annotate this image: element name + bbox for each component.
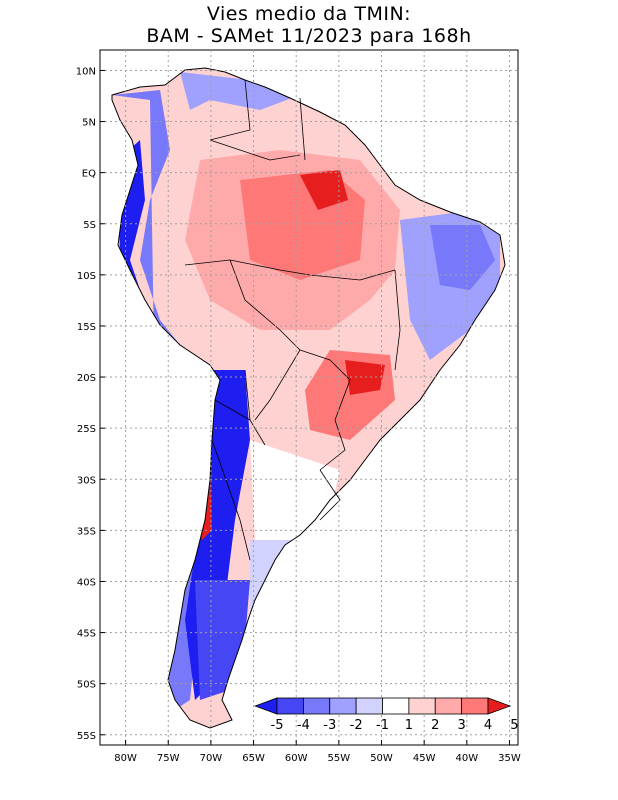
colorbar-swatch — [355, 697, 383, 715]
colorbar-label: 3 — [457, 718, 465, 733]
lat-tick-label: 20S — [77, 373, 96, 384]
colorbar-label: 4 — [484, 718, 492, 733]
lon-tick-label: 60W — [285, 753, 308, 764]
bias-region-patagonia — [195, 580, 250, 700]
colorbar-label: 5 — [510, 718, 518, 733]
lat-tick-label: 10S — [77, 271, 96, 282]
lon-tick-label: 80W — [114, 753, 137, 764]
colorbar-label: -5 — [271, 718, 284, 733]
lon-tick-label: 70W — [200, 753, 223, 764]
lon-tick-label: 35W — [498, 753, 521, 764]
lat-tick-label: 30S — [77, 475, 96, 486]
lat-tick-label: 45S — [77, 629, 96, 640]
colorbar-label: -4 — [297, 718, 310, 733]
bias-region-northeast-strong — [430, 225, 495, 290]
lat-tick-label: 5N — [82, 118, 96, 129]
colorbar-label: -2 — [350, 718, 363, 733]
lon-tick-label: 45W — [413, 753, 436, 764]
lon-tick-label: 40W — [456, 753, 479, 764]
colorbar-swatch — [434, 697, 463, 715]
lat-tick-label: 15S — [77, 322, 96, 333]
colorbar-swatch — [302, 697, 331, 715]
colorbar: -5 -4 -3 -2 -1 1 2 3 4 5 — [253, 697, 519, 733]
lat-tick-label: 35S — [77, 526, 96, 537]
colorbar-label: 1 — [405, 718, 413, 733]
longitude-labels: 80W 75W 70W 65W 60W 55W 50W 45W 40W 35W — [114, 740, 521, 764]
bias-region-north-coast — [180, 72, 300, 110]
grid-lines — [100, 50, 518, 745]
lat-tick-label: EQ — [82, 169, 96, 180]
lat-tick-label: 40S — [77, 577, 96, 588]
bias-region-andes-strong — [118, 140, 185, 380]
bias-region-amazon-core — [240, 170, 365, 280]
colorbar-swatch — [276, 697, 304, 715]
colorbar-swatch — [329, 697, 357, 715]
lon-tick-label: 55W — [328, 753, 351, 764]
lat-tick-label: 10N — [76, 66, 96, 77]
map-title-line-1: Vies medio da TMIN: — [206, 3, 412, 25]
colorbar-swatch — [487, 697, 512, 715]
country-borders — [184, 79, 401, 561]
bias-region-argentina-neutral — [250, 440, 340, 540]
lat-tick-label: 50S — [77, 680, 96, 691]
lat-tick-label: 5S — [83, 220, 96, 231]
latitude-labels: 10N 5N EQ 5S 10S 15S 20S 25S 30S 35S 40S 45S 50S 55S — [76, 66, 105, 742]
colorbar-label: -1 — [376, 718, 389, 733]
lat-tick-label: 25S — [77, 424, 96, 435]
colorbar-label: -3 — [323, 718, 336, 733]
bias-region-amazon-peak — [300, 170, 348, 210]
lon-tick-label: 50W — [370, 753, 393, 764]
colorbar-swatch — [461, 697, 489, 715]
colorbar-label: 2 — [431, 718, 439, 733]
lon-tick-label: 75W — [157, 753, 180, 764]
colorbar-swatch — [408, 697, 436, 715]
lon-tick-label: 65W — [242, 753, 265, 764]
colorbar-swatch — [382, 697, 410, 715]
lat-tick-label: 55S — [77, 731, 96, 742]
map-title-line-2: BAM - SAMet 11/2023 para 168h — [146, 25, 472, 47]
continent-outline — [111, 67, 506, 729]
